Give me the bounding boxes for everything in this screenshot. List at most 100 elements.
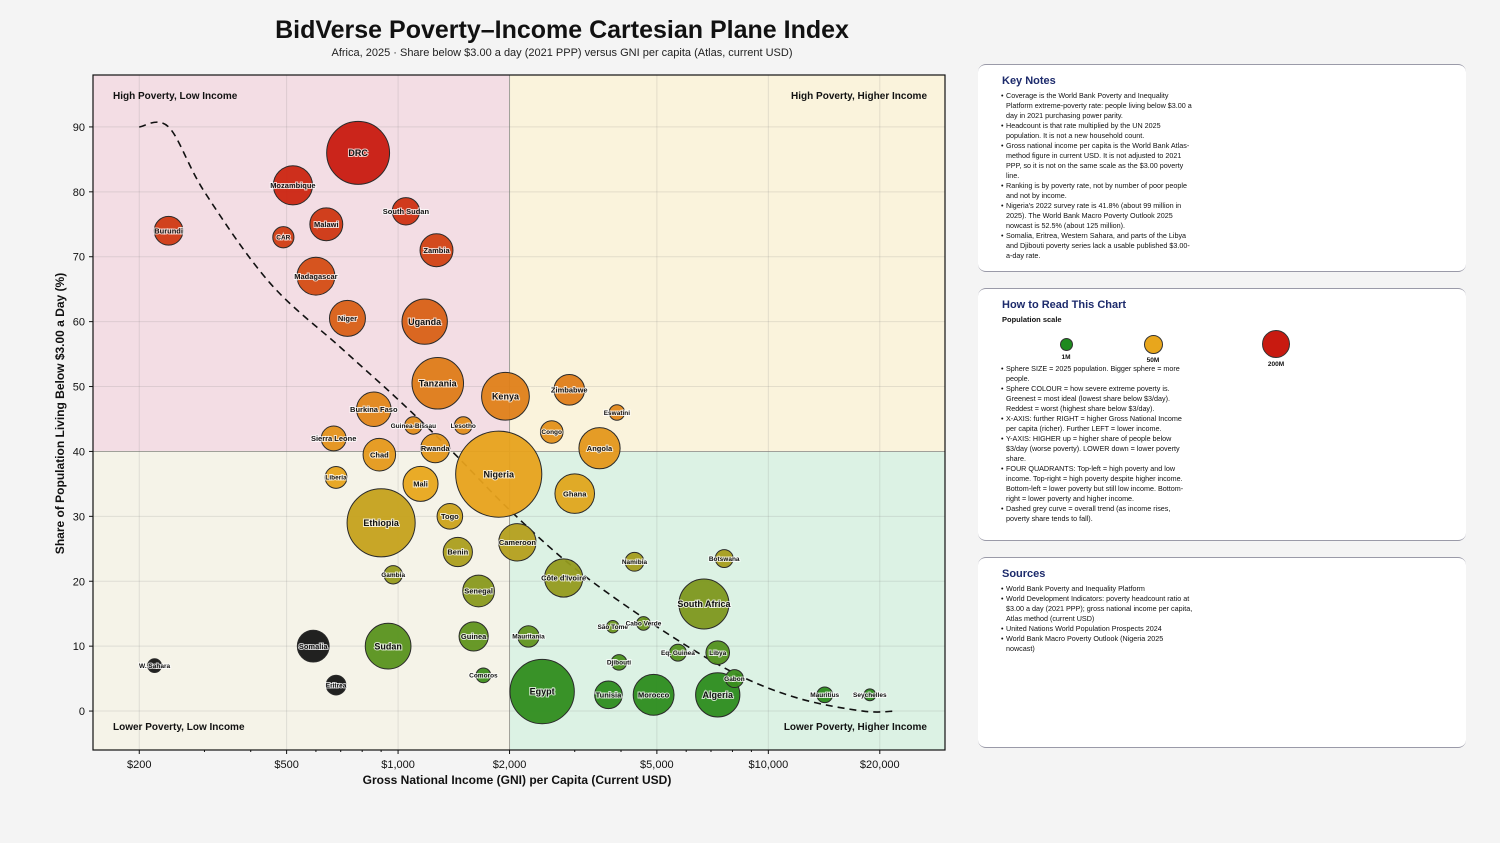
- x-tick-label: $5,000: [640, 759, 674, 771]
- bubble-tanzania: [411, 357, 465, 410]
- x-tick-label: $200: [127, 759, 151, 771]
- quadrant-label-top-left: High Poverty, Low Income: [113, 91, 238, 102]
- how-to-read-item: Sphere COLOUR = how severe extreme pover…: [1001, 384, 1194, 414]
- bubble-label: Togo: [441, 512, 459, 521]
- bubble-label: Eq. Guinea: [661, 650, 695, 657]
- bubble-burkina-faso: [356, 391, 392, 428]
- bubble-label: Tanzania: [419, 378, 458, 388]
- source-item: World Development Indicators: poverty he…: [1001, 594, 1194, 624]
- bubbles: [147, 120, 877, 725]
- how-to-read-item: Y-AXIS: HIGHER up = higher share of peop…: [1001, 434, 1194, 464]
- bubble-label: Gabon: [724, 676, 745, 683]
- bubble-label: Zimbabwe: [551, 385, 588, 394]
- bubble-label: W. Sahara: [139, 663, 170, 670]
- bubble-label: Chad: [370, 450, 389, 459]
- bubble-label: Sudan: [374, 641, 402, 651]
- key-note-item: Nigeria's 2022 survey rate is 41.8% (abo…: [1001, 201, 1194, 231]
- source-item: World Bank Poverty and Inequality Platfo…: [1001, 584, 1194, 594]
- bubble-label: Somalia: [299, 642, 329, 651]
- bubble-comoros: [475, 667, 492, 684]
- population-scale: 1M 50M 200M: [1002, 330, 1302, 368]
- bubble-label: Cabo Verde: [626, 621, 662, 628]
- bubble-label: Comoros: [469, 673, 498, 680]
- bubble-label: Mauritania: [512, 634, 545, 641]
- bubble-egypt: [509, 658, 575, 725]
- bubble-label: Guinea-Bissau: [391, 423, 437, 430]
- bubble-label: Malawi: [314, 220, 339, 229]
- how-to-read-item: Dashed grey curve = overall trend (as in…: [1001, 504, 1194, 524]
- bubble-nigeria: [455, 430, 543, 518]
- chart-subtitle: Africa, 2025 · Share below $3.00 a day (…: [331, 47, 793, 59]
- bubble-label: Madagascar: [294, 272, 337, 281]
- bubble-morocco: [632, 673, 675, 716]
- bubble-madagascar: [296, 256, 336, 296]
- x-tick-label: $20,000: [860, 759, 900, 771]
- x-tick-label: $10,000: [748, 759, 788, 771]
- bubble-label: Eswatini: [604, 410, 631, 417]
- sources-heading: Sources: [1002, 568, 1046, 580]
- bubble-chad: [362, 437, 397, 472]
- y-tick-label: 70: [73, 252, 85, 264]
- bubble-label: Rwanda: [421, 444, 451, 453]
- bubble-label: Lesotho: [451, 423, 476, 430]
- bubble-cameroon: [498, 523, 537, 562]
- bubble-label: Tunisia: [596, 690, 623, 699]
- key-note-item: Headcount is that rate multiplied by the…: [1001, 121, 1194, 141]
- bubble-mozambique: [272, 165, 313, 206]
- bubble-car: [272, 226, 295, 249]
- bubble-chart: DRC Mozambique South Sudan Malawi Burundi CAR…: [53, 74, 946, 787]
- y-tick-label: 50: [73, 382, 85, 394]
- bubble-botswana: [714, 549, 734, 568]
- bubble-label: Benin: [447, 548, 468, 557]
- bubble-label: Angola: [587, 444, 613, 453]
- key-notes-panel: Key Notes Coverage is the World Bank Pov…: [978, 64, 1466, 272]
- bubble-namibia: [624, 551, 645, 572]
- bubble-label: Sierra Leone: [311, 434, 356, 443]
- bubble-label: Ethiopia: [363, 518, 399, 528]
- bubble-eq-guinea: [668, 643, 687, 662]
- bubble-sudan: [364, 622, 412, 670]
- bubble-label: Mozambique: [270, 181, 315, 190]
- y-tick-label: 20: [73, 576, 85, 588]
- bubble-eswatini: [608, 404, 626, 421]
- how-to-read-list: Sphere SIZE = 2025 population. Bigger sp…: [1001, 364, 1194, 524]
- bubble-uganda: [401, 298, 448, 345]
- bubble-congo: [539, 420, 564, 444]
- bubble-label: South Africa: [677, 599, 731, 609]
- bubble-label: Gambia: [381, 572, 405, 579]
- bubble-gabon: [724, 669, 744, 689]
- scale-item-50m: 50M: [1133, 330, 1173, 364]
- plot-frame: [92, 74, 946, 751]
- bubble-zimbabwe: [553, 373, 586, 406]
- scale-label-200m: 200M: [1267, 361, 1285, 368]
- bubble-ghana: [554, 473, 596, 514]
- key-note-item: Somalia, Eritrea, Western Sahara, and pa…: [1001, 231, 1194, 261]
- bubble-mauritius: [816, 686, 834, 704]
- x-tick-label: $500: [274, 759, 298, 771]
- bubble-lesotho: [453, 416, 473, 435]
- bubble-w-sahara: [147, 658, 163, 674]
- key-note-item: Coverage is the World Bank Poverty and I…: [1001, 91, 1194, 121]
- bubble-label: Liberia: [325, 475, 347, 482]
- bubble-libya: [705, 640, 731, 665]
- scale-label-1m: 1M: [1061, 354, 1071, 361]
- bubble-label: Senegal: [464, 587, 493, 596]
- bubble-label: Mauritius: [810, 692, 839, 699]
- bubble-label: Morocco: [638, 690, 670, 699]
- bubble-label: Ghana: [563, 489, 587, 498]
- bubble-labels: DRC Mozambique South Sudan Malawi Burundi CAR…: [138, 147, 888, 701]
- source-item: United Nations World Population Prospect…: [1001, 624, 1194, 634]
- y-tick-label: 10: [73, 641, 85, 653]
- bubble-seychelles: [863, 688, 877, 702]
- bubble-senegal: [462, 574, 495, 608]
- bubble-rwanda: [420, 433, 451, 464]
- x-axis-label: Gross National Income (GNI) per Capita (…: [363, 773, 672, 787]
- quadrant-label-top-right: High Poverty, Higher Income: [791, 91, 927, 102]
- scale-dot-large: [1262, 330, 1290, 358]
- bubble-cabo-verde: [636, 616, 651, 631]
- y-tick-label: 80: [73, 187, 85, 199]
- key-notes-heading: Key Notes: [1002, 75, 1056, 87]
- scale-dot-medium: [1143, 335, 1163, 354]
- bubble-djibouti: [610, 654, 628, 671]
- x-tick-label: $1,000: [381, 759, 415, 771]
